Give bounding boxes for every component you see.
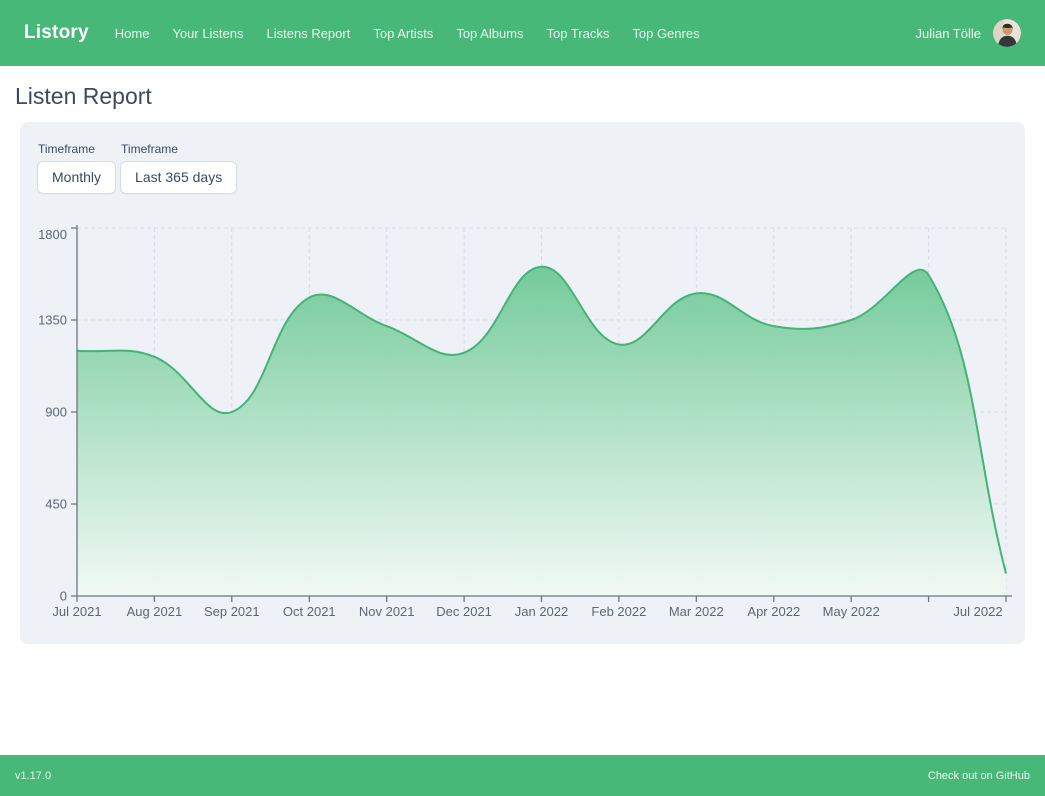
svg-text:Oct 2021: Oct 2021 — [283, 604, 336, 619]
user-avatar-photo — [993, 19, 1021, 47]
svg-text:Dec 2021: Dec 2021 — [436, 604, 492, 619]
app-version: v1.17.0 — [15, 769, 52, 782]
svg-text:Jul 2022: Jul 2022 — [953, 604, 1002, 619]
svg-text:May 2022: May 2022 — [823, 604, 880, 619]
svg-text:Apr 2022: Apr 2022 — [747, 604, 800, 619]
timeframe-range-group: Timeframe Last 365 days — [120, 142, 238, 194]
user-menu: Julian Tölle — [915, 19, 1021, 47]
svg-text:900: 900 — [45, 405, 67, 420]
user-name: Julian Tölle — [915, 25, 981, 41]
nav-item-home[interactable]: Home — [114, 25, 150, 41]
svg-text:0: 0 — [60, 589, 67, 604]
svg-text:450: 450 — [45, 497, 67, 512]
user-avatar[interactable] — [993, 19, 1021, 47]
page-title: Listen Report — [15, 83, 152, 109]
main-content: Listen Report Timeframe Monthly Timefram… — [0, 83, 1045, 644]
app-logo[interactable]: Listory — [24, 22, 89, 43]
nav-item-top-tracks[interactable]: Top Tracks — [546, 25, 610, 41]
timeframe-range-label: Timeframe — [121, 142, 178, 156]
svg-text:Sep 2021: Sep 2021 — [204, 604, 260, 619]
svg-text:Mar 2022: Mar 2022 — [669, 604, 724, 619]
svg-text:1800: 1800 — [38, 227, 67, 242]
timeframe-filters: Timeframe Monthly Timeframe Last 365 day… — [37, 142, 1008, 194]
timeframe-mode-group: Timeframe Monthly — [37, 142, 117, 194]
listens-chart[interactable]: 0 450 900 1350 1800 Jul 2021 Aug 2021 Sep 2021 O… — [37, 224, 1012, 626]
nav-item-top-albums[interactable]: Top Albums — [456, 25, 524, 41]
svg-text:Nov 2021: Nov 2021 — [359, 604, 415, 619]
timeframe-mode-select[interactable]: Monthly — [37, 161, 117, 194]
listen-report-chart-area: 0 450 900 1350 1800 Jul 2021 Aug 2021 Sep 2021 O… — [37, 224, 1012, 626]
footer: v1.17.0 Check out on GitHub — [0, 755, 1045, 796]
svg-text:1350: 1350 — [38, 313, 67, 328]
svg-text:Jan 2022: Jan 2022 — [515, 604, 569, 619]
timeframe-range-select[interactable]: Last 365 days — [120, 161, 238, 194]
nav-item-your-listens[interactable]: Your Listens — [172, 25, 244, 41]
nav-item-top-artists[interactable]: Top Artists — [373, 25, 434, 41]
navbar: Listory Home Your Listens Listens Report… — [0, 0, 1045, 66]
svg-text:Feb 2022: Feb 2022 — [591, 604, 646, 619]
timeframe-mode-label: Timeframe — [38, 142, 95, 156]
nav-item-listens-report[interactable]: Listens Report — [266, 25, 351, 41]
nav-links: Home Your Listens Listens Report Top Art… — [115, 26, 916, 41]
report-card: Timeframe Monthly Timeframe Last 365 day… — [20, 122, 1025, 644]
svg-text:Jul 2021: Jul 2021 — [52, 604, 101, 619]
github-link[interactable]: Check out on GitHub — [927, 769, 1030, 782]
nav-item-top-genres[interactable]: Top Genres — [632, 25, 700, 41]
svg-text:Aug 2021: Aug 2021 — [127, 604, 183, 619]
